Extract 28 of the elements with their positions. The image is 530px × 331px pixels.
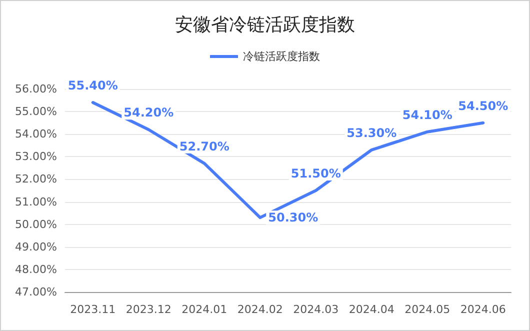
x-tick-label: 2024.02 xyxy=(237,303,283,316)
y-tick-label: 48.00% xyxy=(15,262,57,276)
x-tick-label: 2023.12 xyxy=(126,303,172,316)
y-tick-label: 51.00% xyxy=(15,195,57,208)
y-tick-label: 55.00% xyxy=(15,105,57,118)
data-label: 52.70% xyxy=(179,139,230,154)
data-label: 55.40% xyxy=(68,78,118,93)
y-tick-label: 54.00% xyxy=(15,128,57,141)
y-tick-label: 52.00% xyxy=(15,172,57,186)
x-tick-label: 2024.06 xyxy=(460,303,506,316)
x-tick-label: 2023.11 xyxy=(70,303,116,316)
x-tick-label: 2024.04 xyxy=(348,303,394,316)
y-tick-label: 47.00% xyxy=(15,286,57,298)
data-label: 50.30% xyxy=(268,210,318,225)
data-label: 54.10% xyxy=(402,108,452,122)
data-label: 53.30% xyxy=(346,126,397,140)
y-tick-label: 53.00% xyxy=(15,150,57,164)
y-tick-label: 56.00% xyxy=(15,82,57,96)
x-tick-label: 2024.01 xyxy=(182,303,228,316)
x-tick-label: 2024.03 xyxy=(293,303,339,316)
data-label: 51.50% xyxy=(290,166,341,180)
data-label: 54.20% xyxy=(124,106,174,120)
legend-label: 冷链活跃度指数 xyxy=(243,50,320,63)
y-tick-label: 50.00% xyxy=(15,218,57,231)
x-tick-label: 2024.05 xyxy=(404,303,450,316)
chart-title: 安徽省冷链活跃度指数 xyxy=(175,14,355,36)
y-tick-label: 49.00% xyxy=(15,240,57,254)
data-label: 54.50% xyxy=(458,98,508,113)
